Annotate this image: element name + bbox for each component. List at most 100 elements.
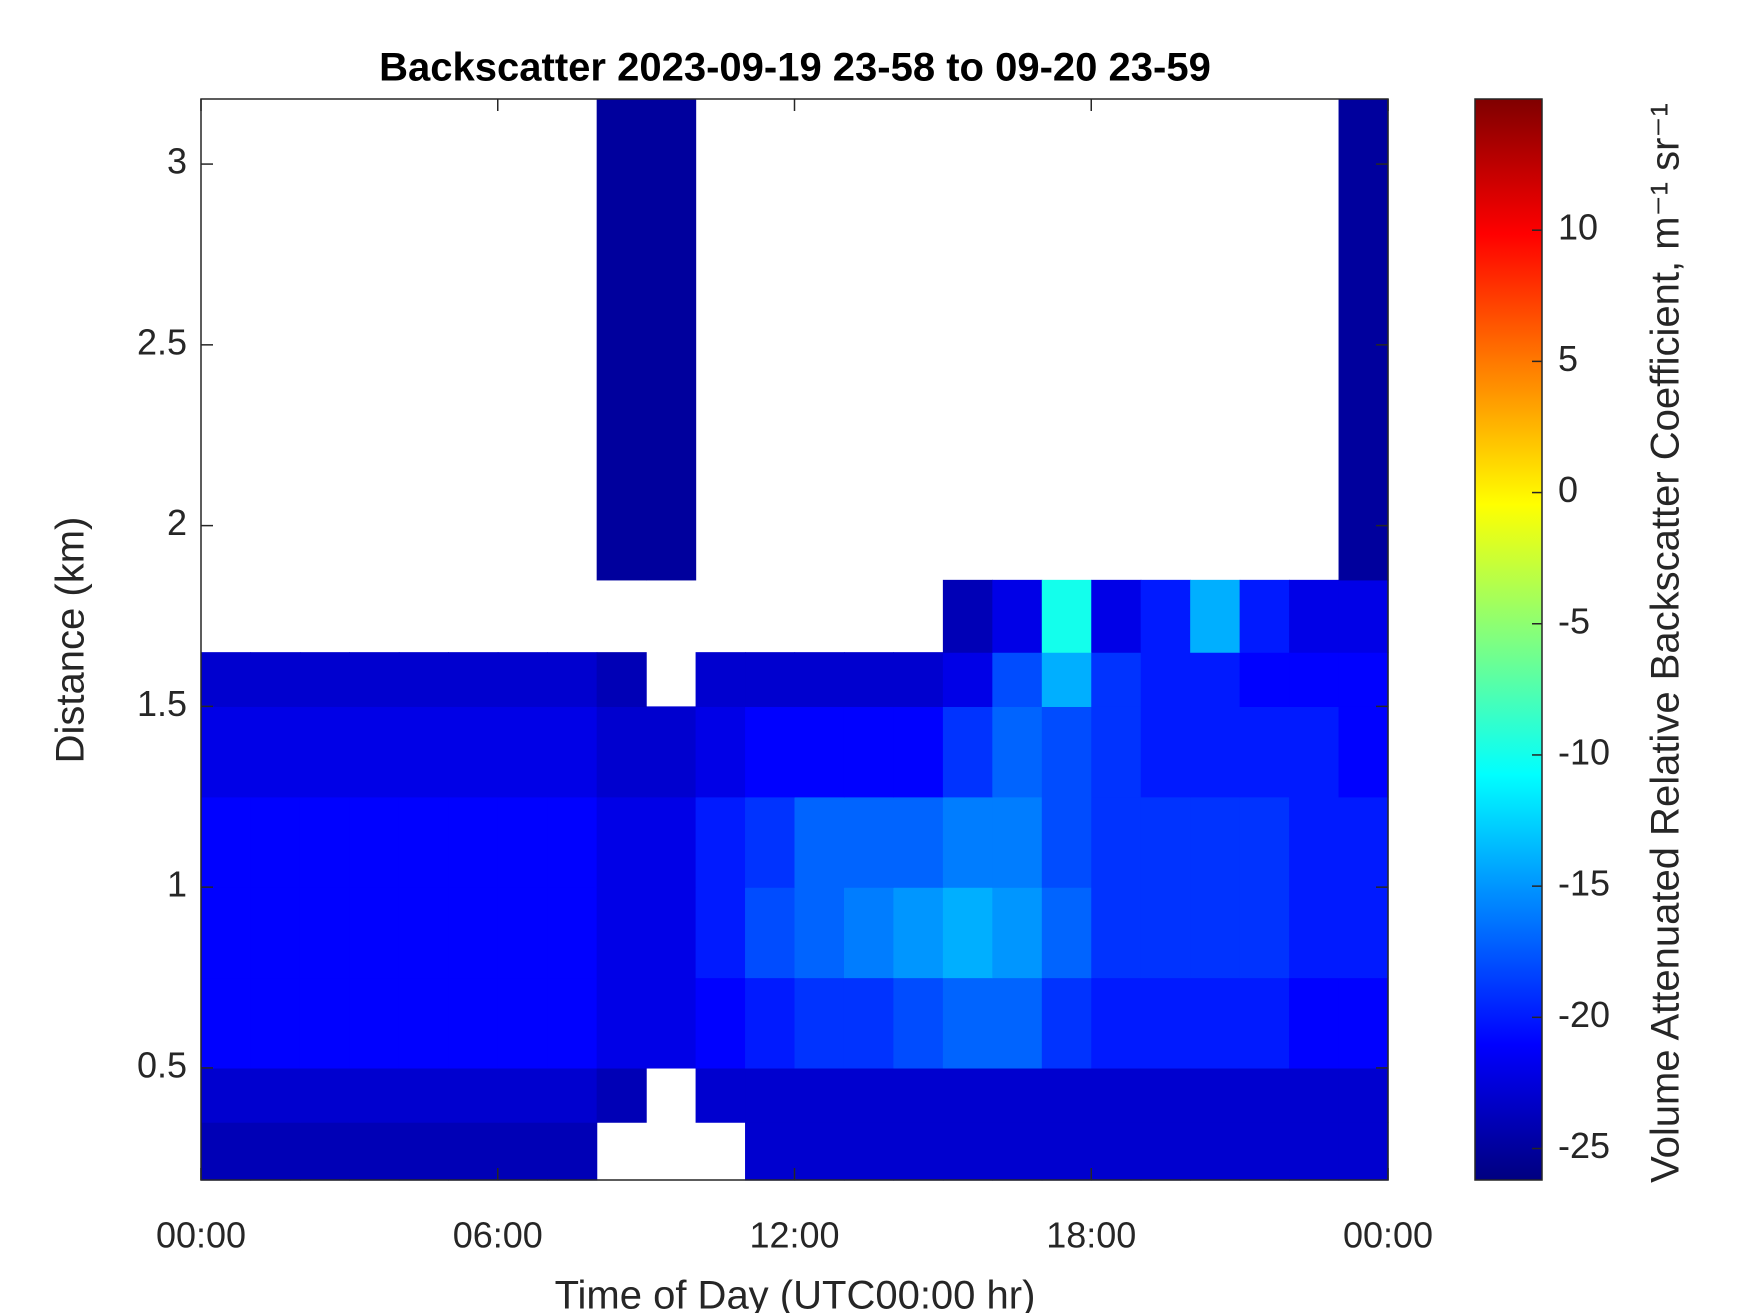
heatmap-cell xyxy=(1338,1067,1389,1123)
heatmap-cell xyxy=(992,579,1043,653)
heatmap-cell xyxy=(1140,887,1191,979)
heatmap-cell xyxy=(448,652,499,707)
heatmap-cell xyxy=(1140,706,1191,798)
heatmap-cell xyxy=(497,887,548,979)
heatmap-cell xyxy=(398,977,449,1069)
heatmap-cell xyxy=(992,1122,1043,1181)
heatmap-cell xyxy=(893,652,944,707)
x-tick-label: 00:00 xyxy=(1343,1215,1433,1256)
heatmap-cell xyxy=(349,1067,400,1123)
heatmap-cell xyxy=(794,652,845,707)
heatmap-cell xyxy=(596,706,647,798)
heatmap-cell xyxy=(596,796,647,888)
heatmap-cell xyxy=(1239,796,1290,888)
heatmap-cell xyxy=(1289,652,1340,707)
heatmap-cell xyxy=(745,887,796,979)
heatmap-cell xyxy=(1190,887,1241,979)
heatmap-cell xyxy=(547,652,598,707)
colorbar-tick-label: -15 xyxy=(1558,863,1610,904)
heatmap-cell xyxy=(1140,652,1191,707)
heatmap-cell xyxy=(745,1067,796,1123)
colorbar-tick-label: -20 xyxy=(1558,994,1610,1035)
heatmap-cell xyxy=(1338,706,1389,798)
heatmap-cell xyxy=(893,887,944,979)
heatmap-cell xyxy=(448,887,499,979)
heatmap-cell xyxy=(1289,1067,1340,1123)
heatmap-cell xyxy=(1091,706,1142,798)
heatmap-cell xyxy=(893,1067,944,1123)
heatmap-cell xyxy=(201,1122,252,1181)
heatmap-cell xyxy=(299,887,350,979)
x-axis-label: Time of Day (UTC00:00 hr) xyxy=(555,1274,1036,1313)
heatmap-cell xyxy=(1091,887,1142,979)
heatmap-cell xyxy=(794,1067,845,1123)
heatmap-cell xyxy=(1091,1122,1142,1181)
heatmap-cell xyxy=(201,1067,252,1123)
heatmap-cell xyxy=(1041,1067,1092,1123)
heatmap-cell xyxy=(745,706,796,798)
colorbar-tick-label: 10 xyxy=(1558,207,1598,248)
heatmap-cell xyxy=(1289,796,1340,888)
heatmap-cell xyxy=(942,977,993,1069)
heatmap-cell xyxy=(1140,1067,1191,1123)
heatmap-cell xyxy=(992,796,1043,888)
colorbar-tick-label: -10 xyxy=(1558,731,1610,772)
y-tick-label: 2.5 xyxy=(137,321,187,362)
heatmap-cell xyxy=(547,1067,598,1123)
heatmap-cell xyxy=(1190,796,1241,888)
heatmap-cell xyxy=(646,99,697,581)
heatmap-cell xyxy=(250,887,301,979)
heatmap-cell xyxy=(1091,579,1142,653)
colorbar-tick-label: 0 xyxy=(1558,469,1578,510)
heatmap-cell xyxy=(349,652,400,707)
heatmap-cell xyxy=(745,652,796,707)
colorbar xyxy=(1474,98,1543,1181)
heatmap-cell xyxy=(1091,652,1142,707)
heatmap-cell xyxy=(349,977,400,1069)
heatmap-cell xyxy=(695,887,746,979)
heatmap-cell xyxy=(843,977,895,1069)
heatmap-cell xyxy=(448,796,499,888)
heatmap-cell xyxy=(942,796,993,888)
heatmap-cell xyxy=(695,706,746,798)
heatmap-cell xyxy=(1190,579,1241,653)
heatmap-cell xyxy=(646,706,697,798)
heatmap-cell xyxy=(448,706,499,798)
heatmap-cell xyxy=(942,579,993,653)
heatmap-cell xyxy=(596,1067,647,1123)
heatmap-cell xyxy=(992,652,1043,707)
heatmap-cell xyxy=(299,652,350,707)
heatmap-cell xyxy=(1041,652,1092,707)
heatmap-cell xyxy=(398,652,449,707)
heatmap-cell xyxy=(1338,579,1389,653)
heatmap-cell xyxy=(794,796,845,888)
heatmap-cell xyxy=(1091,977,1142,1069)
heatmap-cell xyxy=(1041,977,1092,1069)
heatmap-cell xyxy=(646,796,697,888)
heatmap-cell xyxy=(1140,579,1191,653)
heatmap-cell xyxy=(695,1067,746,1123)
heatmap-cell xyxy=(794,977,845,1069)
heatmap-cell xyxy=(1338,887,1389,979)
heatmap-cell xyxy=(398,887,449,979)
heatmap-cell xyxy=(398,1067,449,1123)
heatmap-cell xyxy=(1289,887,1340,979)
heatmap-cell xyxy=(1041,1122,1092,1181)
heatmap-cell xyxy=(843,652,895,707)
heatmap-cell xyxy=(1140,796,1191,888)
heatmap-cell xyxy=(250,796,301,888)
heatmap-cell xyxy=(992,977,1043,1069)
colorbar-label: Volume Attenuated Relative Backscatter C… xyxy=(1644,103,1688,1183)
heatmap-cell xyxy=(349,796,400,888)
heatmap-cell xyxy=(497,977,548,1069)
heatmap-cell xyxy=(299,706,350,798)
heatmap-cell xyxy=(745,796,796,888)
heatmap-cell xyxy=(843,1067,895,1123)
heatmap-cell xyxy=(250,977,301,1069)
heatmap-cell xyxy=(497,1067,548,1123)
heatmap-cell xyxy=(1289,579,1340,653)
heatmap-cell xyxy=(299,1122,350,1181)
heatmap-cell xyxy=(843,887,895,979)
heatmap-cell xyxy=(201,977,252,1069)
heatmap-cell xyxy=(1338,796,1389,888)
